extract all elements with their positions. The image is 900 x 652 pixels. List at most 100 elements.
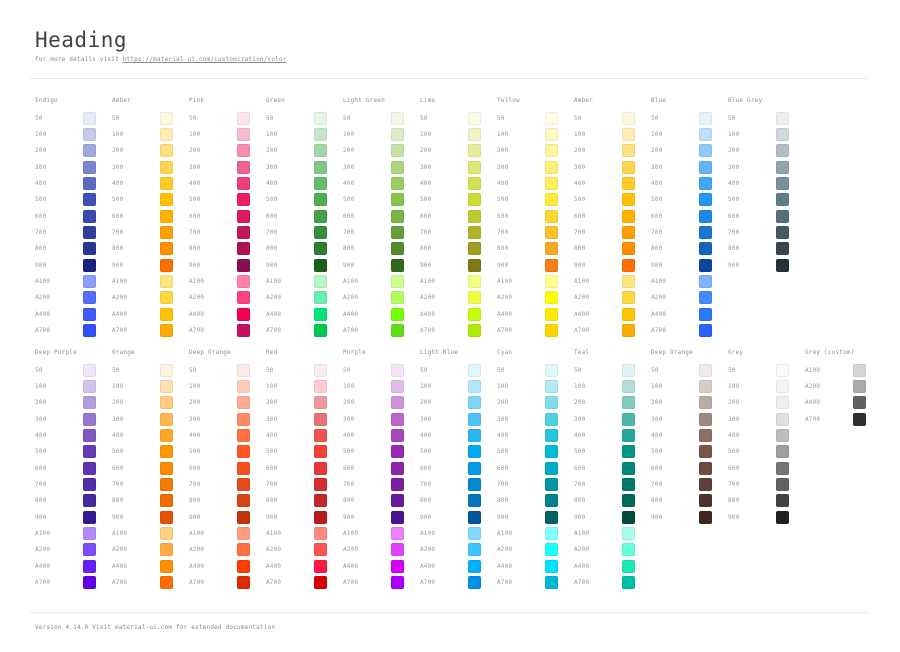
shade-row: 300: [420, 159, 497, 175]
shade-label: 700: [112, 229, 124, 237]
color-swatch: [391, 576, 404, 590]
shade-label: A200: [651, 294, 667, 302]
color-swatch: [468, 242, 481, 256]
shade-row: 100: [497, 378, 574, 394]
color-swatch: [314, 307, 327, 321]
shade-row: 100: [112, 126, 189, 142]
palette-row: Deep Purple 50 100 200 300 400 500 600 700 800 900…: [35, 349, 882, 591]
shade-label: A400: [651, 310, 667, 318]
shade-label: 200: [728, 399, 740, 407]
color-swatch: [622, 209, 635, 223]
color-swatch: [699, 510, 712, 524]
shade-label: 600: [35, 212, 47, 220]
shade-row: A200: [420, 542, 497, 558]
subtitle-link[interactable]: https://material-ui.com/customization/co…: [122, 56, 287, 63]
shade-label: A100: [420, 530, 436, 538]
color-swatch: [699, 324, 712, 338]
shade-label: A400: [266, 562, 282, 570]
shade-row: 400: [112, 175, 189, 191]
shade-label: 300: [497, 163, 509, 171]
shade-label: 800: [35, 497, 47, 505]
color-swatch: [83, 160, 96, 174]
shade-label: 700: [35, 481, 47, 489]
shade-label: A700: [343, 327, 359, 335]
shade-row: 200: [266, 143, 343, 159]
color-swatch: [83, 380, 96, 394]
shade-row: A100: [651, 273, 728, 289]
color-swatch: [545, 510, 558, 524]
shade-row: A400: [343, 306, 420, 322]
shade-label: 700: [728, 229, 740, 237]
shade-row: 200: [189, 395, 266, 411]
color-swatch: [160, 527, 173, 541]
color-swatch: [699, 258, 712, 272]
shade-label: 200: [497, 147, 509, 155]
color-swatch: [237, 396, 250, 410]
palette-column-light-green: Light Green 50 100 200 300 400 500 600 700 800 900…: [343, 97, 420, 339]
color-swatch: [160, 576, 173, 590]
shade-row: 800: [35, 241, 112, 257]
shade-label: 200: [266, 399, 278, 407]
color-swatch: [314, 527, 327, 541]
shade-label: 500: [343, 196, 355, 204]
color-swatch: [699, 396, 712, 410]
color-swatch: [314, 510, 327, 524]
color-swatch: [468, 412, 481, 426]
shade-label: A700: [497, 579, 513, 587]
shade-row: A400: [266, 558, 343, 574]
shade-label: 100: [728, 131, 740, 139]
color-swatch: [237, 429, 250, 443]
shade-label: A700: [189, 327, 205, 335]
color-swatch: [468, 396, 481, 410]
shade-label: 900: [266, 513, 278, 521]
shade-label: A400: [420, 562, 436, 570]
shade-label: A400: [805, 399, 821, 407]
shade-label: A100: [805, 366, 821, 374]
shade-label: 800: [420, 497, 432, 505]
shade-row: 600: [189, 460, 266, 476]
shade-row: 800: [189, 493, 266, 509]
color-swatch: [83, 242, 96, 256]
color-swatch: [622, 559, 635, 573]
shade-row: 700: [189, 224, 266, 240]
shade-label: 300: [343, 163, 355, 171]
color-swatch: [468, 226, 481, 240]
shade-label: 500: [343, 448, 355, 456]
shade-label: A200: [574, 546, 590, 554]
color-swatch: [160, 307, 173, 321]
color-swatch: [622, 576, 635, 590]
color-swatch: [622, 275, 635, 289]
shade-label: 700: [35, 229, 47, 237]
shade-label: 600: [728, 212, 740, 220]
color-swatch: [468, 478, 481, 492]
shade-row: 900: [728, 257, 805, 273]
shade-label: 900: [189, 261, 201, 269]
color-swatch: [160, 144, 173, 158]
shade-label: A100: [266, 530, 282, 538]
shade-label: 300: [651, 163, 663, 171]
shade-row: 900: [420, 257, 497, 273]
shade-label: 500: [112, 448, 124, 456]
shade-row: 50: [728, 362, 805, 378]
shade-row: 800: [266, 241, 343, 257]
shade-row: 500: [35, 192, 112, 208]
shade-row: A100: [112, 273, 189, 289]
shade-row: 200: [189, 143, 266, 159]
color-swatch: [391, 111, 404, 125]
shade-label: A100: [343, 530, 359, 538]
shade-row: 100: [651, 378, 728, 394]
shade-row: 100: [35, 126, 112, 142]
shade-label: 700: [728, 481, 740, 489]
color-swatch: [468, 324, 481, 338]
shade-row: 700: [728, 476, 805, 492]
palette-column-header: Orange: [112, 349, 135, 356]
shade-row: 600: [266, 460, 343, 476]
shade-label: 900: [189, 513, 201, 521]
shade-row: A400: [420, 306, 497, 322]
shade-row: 300: [651, 411, 728, 427]
shade-row: 200: [420, 395, 497, 411]
color-swatch: [160, 429, 173, 443]
shade-label: 400: [651, 180, 663, 188]
color-swatch: [237, 160, 250, 174]
color-swatch: [237, 111, 250, 125]
